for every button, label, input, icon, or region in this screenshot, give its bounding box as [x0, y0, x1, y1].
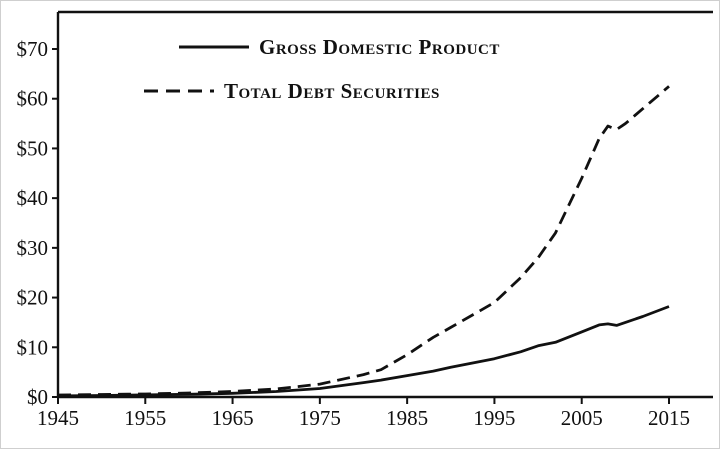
svg-text:2015: 2015 — [648, 406, 690, 430]
svg-text:$10: $10 — [17, 335, 49, 359]
svg-text:1995: 1995 — [473, 406, 515, 430]
svg-text:$60: $60 — [17, 87, 49, 111]
svg-text:$30: $30 — [17, 236, 49, 260]
legend-label-debt: Total Debt Securities — [224, 78, 440, 103]
svg-text:2005: 2005 — [561, 406, 603, 430]
svg-text:1975: 1975 — [299, 406, 341, 430]
svg-text:1945: 1945 — [37, 406, 79, 430]
svg-text:1955: 1955 — [124, 406, 166, 430]
legend-item-debt: Total Debt Securities — [144, 75, 440, 107]
legend-label-gdp: Gross Domestic Product — [259, 34, 500, 59]
debt-dashed-line-swatch — [144, 89, 214, 93]
svg-text:$20: $20 — [17, 286, 49, 310]
svg-text:1965: 1965 — [212, 406, 254, 430]
gdp-solid-line-swatch — [179, 45, 249, 49]
svg-text:1985: 1985 — [386, 406, 428, 430]
legend-item-gdp: Gross Domestic Product — [179, 31, 500, 63]
svg-text:$50: $50 — [17, 136, 49, 160]
svg-text:$0: $0 — [27, 385, 48, 409]
svg-text:$70: $70 — [17, 37, 49, 61]
svg-text:$40: $40 — [17, 186, 49, 210]
